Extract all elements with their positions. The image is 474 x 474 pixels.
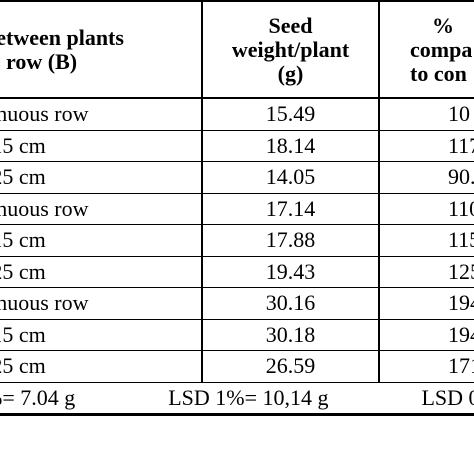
header-weight-line3: (g) (277, 60, 304, 86)
cell-percent: 194. (379, 287, 474, 320)
header-seed-weight: Seed weight/plant (g) (202, 0, 380, 99)
lsd-1-percent: LSD 1%= 10,14 g (168, 384, 329, 410)
table-row: tinuous row 30.16 194. (0, 287, 474, 320)
cell-seed-weight: 26.59 (202, 350, 380, 383)
cell-spacing: tinuous row (0, 193, 203, 225)
table-row: -25 cm 26.59 171. (0, 350, 474, 383)
header-weight-line1: Seed (268, 12, 313, 38)
cell-spacing: tinuous row (0, 98, 203, 131)
cell-seed-weight: 19.43 (202, 256, 380, 288)
cell-seed-weight: 30.18 (202, 319, 380, 351)
table-row: tinuous row 15.49 10 (0, 98, 474, 131)
cell-seed-weight: 30.16 (202, 287, 380, 320)
header-weight-line2: weight/plant (231, 36, 350, 62)
lsd-footer-cell: %= 7.04 g LSD 1%= 10,14 g LSD 0.1 (0, 381, 474, 416)
lsd-0-1-percent: LSD 0.1 (421, 384, 474, 410)
cell-spacing: -15 cm (0, 130, 203, 162)
cell-seed-weight: 14.05 (202, 161, 380, 194)
table-row: -15 cm 17.88 115. (0, 224, 474, 257)
table-row: -25 cm 19.43 125. (0, 256, 474, 288)
cell-spacing: -25 cm (0, 161, 203, 194)
cell-seed-weight: 18.14 (202, 130, 380, 162)
cell-seed-weight: 17.88 (202, 224, 380, 257)
lsd-5-percent: %= 7.04 g (0, 384, 76, 410)
cell-percent: 90.7 (379, 161, 474, 194)
cell-percent: 117. (379, 130, 474, 162)
cell-spacing: -25 cm (0, 350, 203, 383)
cell-percent: 115. (379, 224, 474, 257)
header-spacing-between-plants: between plants row (B) (0, 0, 203, 99)
header-b-line1: between plants (0, 24, 124, 50)
lsd-footer-row: %= 7.04 g LSD 1%= 10,14 g LSD 0.1 (0, 381, 474, 416)
cell-percent: 194. (379, 319, 474, 351)
cell-seed-weight: 15.49 (202, 98, 380, 131)
header-pct-line3: to con (410, 60, 467, 86)
table-wrapper: between plants row (B) Seed weight/plant… (0, 0, 474, 416)
cell-percent: 171. (379, 350, 474, 383)
header-b-line2: row (B) (6, 48, 78, 74)
lsd-values: %= 7.04 g LSD 1%= 10,14 g LSD 0.1 (0, 384, 474, 410)
cell-spacing: -25 cm (0, 256, 203, 288)
table-row: -25 cm 14.05 90.7 (0, 161, 474, 194)
table-row: tinuous row 17.14 110. (0, 193, 474, 225)
header-row: between plants row (B) Seed weight/plant… (0, 0, 474, 99)
cell-percent: 125. (379, 256, 474, 288)
cell-spacing: tinuous row (0, 287, 203, 320)
table-row: -15 cm 30.18 194. (0, 319, 474, 351)
cell-percent: 10 (379, 98, 474, 131)
header-percent-compared: % compa to con (379, 0, 474, 99)
header-pct-line1: % (432, 12, 454, 38)
cell-percent: 110. (379, 193, 474, 225)
table-row: -15 cm 18.14 117. (0, 130, 474, 162)
cell-spacing: -15 cm (0, 319, 203, 351)
seed-weight-table: between plants row (B) Seed weight/plant… (0, 0, 474, 416)
cell-seed-weight: 17.14 (202, 193, 380, 225)
header-pct-line2: compa (410, 36, 473, 62)
cell-spacing: -15 cm (0, 224, 203, 257)
